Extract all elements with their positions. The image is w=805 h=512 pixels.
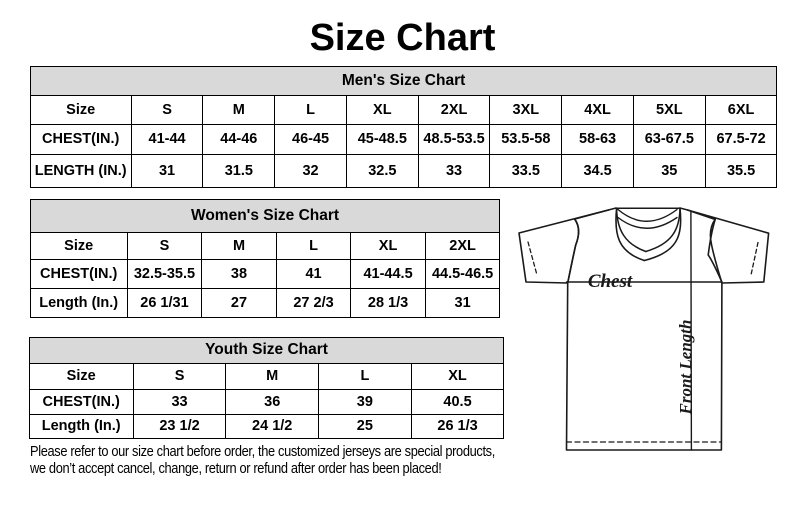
- svg-text:Front Length: Front Length: [676, 320, 695, 416]
- svg-text:Chest: Chest: [588, 271, 633, 292]
